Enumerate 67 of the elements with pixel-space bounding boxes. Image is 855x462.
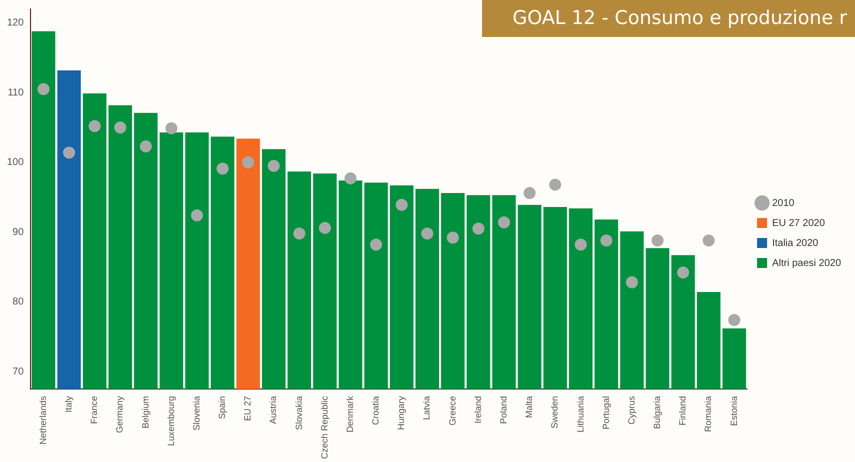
point xyxy=(37,83,50,96)
x-tick-label: Lithuania xyxy=(575,396,586,433)
x-tick-label: Czech Republic xyxy=(319,395,330,459)
x-tick-label: Sweden xyxy=(550,396,560,428)
legend-label: 2010 xyxy=(772,198,795,209)
x-tick-label: Italy xyxy=(64,395,74,412)
x-tick-label: Poland xyxy=(498,396,508,424)
x-tick-label: Slovenia xyxy=(191,396,202,430)
point xyxy=(652,234,664,246)
point xyxy=(63,146,76,159)
point xyxy=(574,238,587,251)
point xyxy=(421,227,434,240)
y-tick-label: 100 xyxy=(6,157,24,168)
legend-label: EU 27 2020 xyxy=(772,218,826,229)
point xyxy=(549,178,562,191)
x-tick-label: Luxembourg xyxy=(166,396,176,446)
x-tick-label: Greece xyxy=(447,396,458,426)
point xyxy=(370,238,382,251)
x-tick-label: Finland xyxy=(678,396,688,426)
point xyxy=(702,234,715,246)
x-tick-label: Bulgaria xyxy=(652,396,662,429)
y-tick-label: 80 xyxy=(12,296,24,308)
x-tick-label: Croatia xyxy=(370,396,381,425)
x-tick-label: Ireland xyxy=(472,396,483,424)
x-tick-label: Romania xyxy=(703,396,714,432)
y-tick-label: 110 xyxy=(8,87,24,98)
point xyxy=(472,222,484,235)
legend-label: Altri paesi 2020 xyxy=(772,258,842,269)
x-tick-label: France xyxy=(89,396,100,424)
point xyxy=(242,156,254,168)
point xyxy=(524,187,536,200)
x-tick-label: Belgium xyxy=(140,396,150,428)
legend-label: Italia 2020 xyxy=(772,238,819,249)
x-tick-label: EU 27 xyxy=(242,396,253,421)
x-tick-label: Estonia xyxy=(728,396,739,426)
x-tick-label: Netherlands xyxy=(38,395,48,444)
point xyxy=(165,122,178,134)
x-tick-label: Slovakia xyxy=(294,396,304,430)
y-tick-label: 120 xyxy=(6,18,24,29)
y-tick-label: 70 xyxy=(12,366,24,378)
point xyxy=(600,234,612,246)
chart-title: GOAL 12 - Consumo e produzione r xyxy=(482,0,855,37)
point xyxy=(190,209,203,222)
point xyxy=(626,276,638,288)
point xyxy=(293,227,306,240)
point xyxy=(446,232,459,244)
point xyxy=(728,314,740,326)
x-tick-label: Malta xyxy=(524,396,534,418)
point xyxy=(216,162,229,175)
x-tick-label: Cyprus xyxy=(626,395,636,424)
point xyxy=(677,266,690,279)
point xyxy=(498,216,510,228)
point xyxy=(88,120,101,132)
x-tick-label: Latvia xyxy=(422,396,432,420)
point xyxy=(396,198,408,211)
x-tick-label: Hungary xyxy=(396,395,406,430)
point xyxy=(318,222,331,234)
x-tick-label: Germany xyxy=(114,395,125,433)
x-tick-label: Spain xyxy=(217,396,228,419)
point xyxy=(140,140,152,152)
y-tick-label: 90 xyxy=(12,226,24,238)
x-tick-label: Denmark xyxy=(344,395,355,432)
x-tick-label: Austria xyxy=(268,396,278,424)
point xyxy=(114,122,126,134)
x-tick-label: Portugal xyxy=(600,396,611,430)
point xyxy=(344,172,356,184)
point xyxy=(268,160,280,172)
